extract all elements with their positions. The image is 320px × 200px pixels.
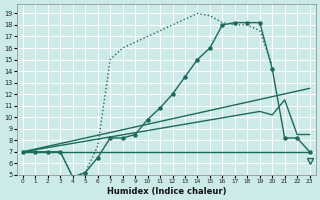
X-axis label: Humidex (Indice chaleur): Humidex (Indice chaleur) — [107, 187, 226, 196]
